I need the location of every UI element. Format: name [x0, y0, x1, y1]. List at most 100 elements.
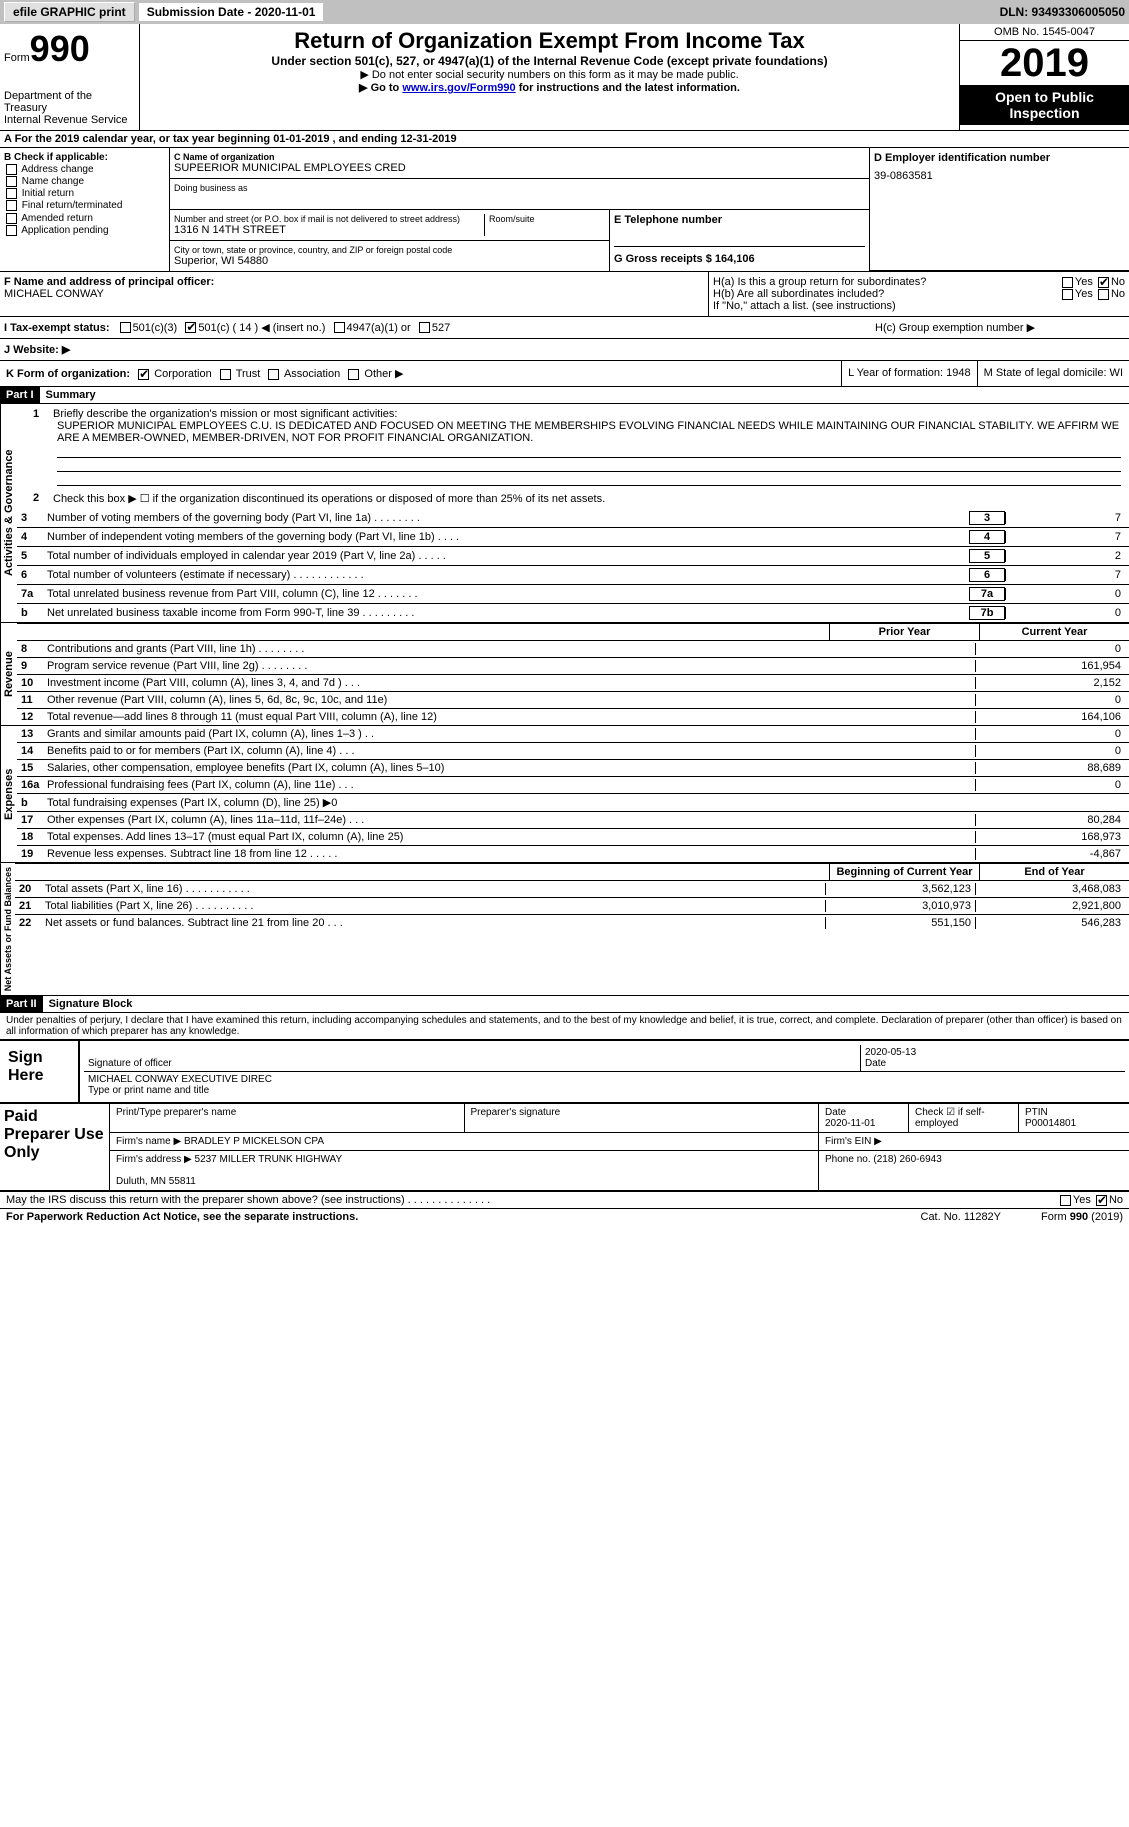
cb-corp[interactable] — [138, 369, 149, 380]
footer: For Paperwork Reduction Act Notice, see … — [0, 1209, 1129, 1225]
data-line: 15Salaries, other compensation, employee… — [17, 759, 1129, 776]
col-c: C Name of organization SUPEERIOR MUNICIP… — [170, 148, 869, 271]
cb-501c3[interactable] — [120, 322, 131, 333]
cb-assoc[interactable] — [268, 369, 279, 380]
data-line: 18Total expenses. Add lines 13–17 (must … — [17, 828, 1129, 845]
subtitle-1: Under section 501(c), 527, or 4947(a)(1)… — [144, 54, 955, 68]
netassets-section: Net Assets or Fund Balances Beginning of… — [0, 863, 1129, 996]
form-word: Form — [4, 52, 30, 64]
col-d: D Employer identification number 39-0863… — [869, 148, 1129, 271]
entity-block: B Check if applicable: Address change Na… — [0, 148, 1129, 272]
cb-final-return[interactable]: Final return/terminated — [4, 200, 165, 211]
data-line: 20Total assets (Part X, line 16) . . . .… — [15, 881, 1129, 897]
data-line: bTotal fundraising expenses (Part IX, co… — [17, 793, 1129, 811]
data-line: 13Grants and similar amounts paid (Part … — [17, 726, 1129, 742]
dept: Department of the Treasury Internal Reve… — [4, 90, 135, 126]
perjury-text: Under penalties of perjury, I declare th… — [0, 1013, 1129, 1039]
data-line: 22Net assets or fund balances. Subtract … — [15, 914, 1129, 931]
form-title: Return of Organization Exempt From Incom… — [144, 28, 955, 54]
gov-line: 4Number of independent voting members of… — [17, 527, 1129, 546]
data-line: 17Other expenses (Part IX, column (A), l… — [17, 811, 1129, 828]
side-governance: Activities & Governance — [0, 404, 17, 622]
efile-btn[interactable]: efile GRAPHIC print — [4, 2, 135, 22]
dln: DLN: 93493306005050 — [1000, 5, 1125, 19]
data-line: 11Other revenue (Part VIII, column (A), … — [17, 691, 1129, 708]
subtitle-2: ▶ Do not enter social security numbers o… — [144, 68, 955, 81]
irs-link[interactable]: www.irs.gov/Form990 — [402, 82, 515, 94]
cb-501c[interactable] — [185, 322, 196, 333]
officer-name: MICHAEL CONWAY EXECUTIVE DIREC — [88, 1074, 272, 1085]
header-right: OMB No. 1545-0047 2019 Open to Public In… — [959, 24, 1129, 130]
mission-q: Briefly describe the organization's miss… — [53, 408, 397, 420]
expenses-section: Expenses 13Grants and similar amounts pa… — [0, 726, 1129, 863]
mission-text: SUPERIOR MUNICIPAL EMPLOYEES C.U. IS DED… — [57, 420, 1121, 444]
cb-name-change[interactable]: Name change — [4, 176, 165, 187]
part2-header: Part II Signature Block — [0, 996, 1129, 1013]
data-line: 14Benefits paid to or for members (Part … — [17, 742, 1129, 759]
top-bar: efile GRAPHIC print Submission Date - 20… — [0, 0, 1129, 24]
subtitle-3: ▶ Go to www.irs.gov/Form990 for instruct… — [144, 81, 955, 94]
submission-date: Submission Date - 2020-11-01 — [139, 3, 324, 21]
h-block: H(a) Is this a group return for subordin… — [709, 272, 1129, 316]
gov-line: 7aTotal unrelated business revenue from … — [17, 584, 1129, 603]
part1-header: Part I Summary — [0, 387, 1129, 404]
cb-trust[interactable] — [220, 369, 231, 380]
gov-line: 5Total number of individuals employed in… — [17, 546, 1129, 565]
side-netassets: Net Assets or Fund Balances — [0, 863, 15, 995]
cb-address-change[interactable]: Address change — [4, 164, 165, 175]
na-header: Beginning of Current Year End of Year — [15, 863, 1129, 881]
state-domicile: M State of legal domicile: WI — [977, 361, 1129, 386]
paid-preparer: Paid Preparer Use Only Print/Type prepar… — [0, 1104, 1129, 1192]
discuss-row: May the IRS discuss this return with the… — [0, 1192, 1129, 1209]
org-name: SUPEERIOR MUNICIPAL EMPLOYEES CRED — [174, 162, 865, 174]
side-revenue: Revenue — [0, 623, 17, 725]
year-formation: L Year of formation: 1948 — [841, 361, 977, 386]
data-line: 19Revenue less expenses. Subtract line 1… — [17, 845, 1129, 862]
cb-other[interactable] — [348, 369, 359, 380]
open-to-public: Open to Public Inspection — [960, 85, 1129, 125]
street: 1316 N 14TH STREET — [174, 224, 484, 236]
revenue-section: Revenue Prior Year Current Year 8Contrib… — [0, 623, 1129, 726]
website-row: J Website: ▶ — [0, 339, 1129, 361]
sign-block: Sign Here Signature of officer 2020-05-1… — [0, 1039, 1129, 1104]
side-expenses: Expenses — [0, 726, 17, 862]
data-line: 16aProfessional fundraising fees (Part I… — [17, 776, 1129, 793]
k-row: K Form of organization: Corporation Trus… — [0, 361, 1129, 387]
cb-initial-return[interactable]: Initial return — [4, 188, 165, 199]
gov-line: bNet unrelated business taxable income f… — [17, 603, 1129, 622]
form-footer: Form 990 (2019) — [1041, 1211, 1123, 1223]
governance-section: Activities & Governance 1Briefly describ… — [0, 404, 1129, 623]
ein: 39-0863581 — [874, 170, 1125, 182]
revenue-header: Prior Year Current Year — [17, 623, 1129, 641]
cb-527[interactable] — [419, 322, 430, 333]
group-exemption: H(c) Group exemption number ▶ — [865, 321, 1125, 334]
form-header: Form990 Department of the Treasury Inter… — [0, 24, 1129, 131]
data-line: 10Investment income (Part VIII, column (… — [17, 674, 1129, 691]
gov-line: 6Total number of volunteers (estimate if… — [17, 565, 1129, 584]
data-line: 21Total liabilities (Part X, line 26) . … — [15, 897, 1129, 914]
cb-app-pending[interactable]: Application pending — [4, 225, 165, 236]
discontinue-q: Check this box ▶ ☐ if the organization d… — [53, 492, 605, 505]
line-a: A For the 2019 calendar year, or tax yea… — [0, 131, 1129, 148]
tax-exempt-row: I Tax-exempt status: 501(c)(3) 501(c) ( … — [0, 316, 1129, 339]
header-left: Form990 Department of the Treasury Inter… — [0, 24, 140, 130]
gov-line: 3Number of voting members of the governi… — [17, 509, 1129, 527]
data-line: 9Program service revenue (Part VIII, lin… — [17, 657, 1129, 674]
cb-4947[interactable] — [334, 322, 345, 333]
sign-here: Sign Here — [0, 1041, 80, 1102]
gross-receipts: G Gross receipts $ 164,106 — [614, 253, 755, 265]
form-number: 990 — [30, 28, 90, 69]
tax-year: 2019 — [960, 41, 1129, 85]
dba-label: Doing business as — [174, 183, 865, 193]
omb: OMB No. 1545-0047 — [960, 24, 1129, 41]
row-fh: F Name and address of principal officer:… — [0, 272, 1129, 316]
data-line: 8Contributions and grants (Part VIII, li… — [17, 641, 1129, 657]
data-line: 12Total revenue—add lines 8 through 11 (… — [17, 708, 1129, 725]
cb-amended[interactable]: Amended return — [4, 213, 165, 224]
city: Superior, WI 54880 — [174, 255, 605, 267]
principal-officer: F Name and address of principal officer:… — [0, 272, 709, 316]
paid-label: Paid Preparer Use Only — [0, 1104, 110, 1190]
col-b: B Check if applicable: Address change Na… — [0, 148, 170, 271]
phone-label: E Telephone number — [614, 214, 722, 226]
header-center: Return of Organization Exempt From Incom… — [140, 24, 959, 130]
